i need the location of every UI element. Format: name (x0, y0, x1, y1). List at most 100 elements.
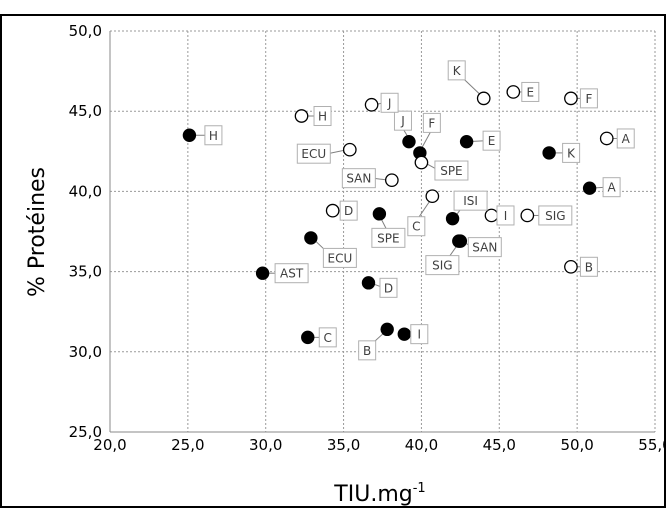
data-label-box (274, 263, 309, 284)
data-label-box (318, 327, 337, 348)
data-label-text: SPE (377, 231, 399, 245)
data-label-ecu: ECU (296, 143, 331, 164)
data-label-text: ECU (327, 251, 352, 265)
data-label-box (521, 81, 540, 102)
data-label-box (204, 125, 223, 146)
point-open-c (425, 189, 440, 204)
point-filled-ecu (304, 231, 318, 245)
data-label-box (296, 143, 331, 164)
x-tick-label: 25,0 (171, 436, 204, 454)
x-tick-label: 30,0 (249, 436, 282, 454)
data-label-box (453, 190, 488, 211)
data-label-text: E (527, 85, 535, 99)
data-label-text: A (622, 132, 631, 146)
data-label-text: E (488, 134, 496, 148)
data-label-text: J (400, 114, 405, 128)
point-open-e (506, 85, 521, 99)
data-label-box (341, 168, 376, 189)
data-label-j: J (380, 92, 399, 113)
data-label-text: SIG (432, 259, 452, 273)
data-label-b: B (358, 340, 377, 361)
data-label-box (434, 160, 469, 181)
x-axis-label-main: TIU.mg (333, 482, 412, 507)
data-label-i: I (410, 324, 429, 345)
data-label-k: K (447, 60, 466, 81)
data-label-text: SPE (440, 164, 462, 178)
point-filled-spe (372, 207, 387, 221)
data-label-text: K (453, 64, 462, 78)
data-label-text: I (418, 328, 422, 342)
data-label-text: C (412, 220, 420, 234)
y-tick-label: 30,0 (69, 343, 102, 361)
point-filled-c (301, 330, 315, 345)
y-tick-label: 50,0 (69, 22, 102, 40)
data-label-box (410, 324, 429, 345)
data-label-box (616, 128, 635, 149)
data-label-b: B (579, 256, 598, 277)
y-tick-labels: 25,0 30,0 35,0 40,0 45,0 50,0 (69, 22, 102, 441)
data-label-box (467, 237, 502, 258)
data-label-text: D (384, 281, 393, 295)
data-label-text: J (387, 96, 392, 110)
x-tick-labels: 20,0 25,0 30,0 35,0 40,0 45,0 50,0 55,0 (93, 436, 666, 454)
x-tick-label: 55,0 (638, 436, 666, 454)
data-label-box (407, 216, 426, 237)
point-filled-b (380, 322, 394, 337)
data-label-box (379, 277, 398, 298)
data-label-box (425, 255, 460, 276)
data-label-box (579, 88, 598, 109)
data-label-text: SAN (346, 172, 371, 186)
point-open-spe (414, 155, 429, 170)
data-label-text: F (585, 92, 592, 106)
point-filled-e (459, 134, 474, 149)
data-label-box (380, 92, 399, 113)
data-label-text: SAN (472, 241, 497, 255)
point-filled-k (542, 146, 556, 160)
data-label-text: B (585, 260, 593, 274)
data-label-box (482, 130, 501, 151)
data-label-c: C (407, 216, 426, 237)
x-tick-label: 50,0 (560, 436, 593, 454)
point-filled-j (402, 134, 416, 149)
data-label-f: F (579, 88, 598, 109)
data-label-spe: SPE (434, 160, 469, 181)
point-open-ecu (342, 142, 357, 157)
data-label-box (496, 205, 515, 226)
y-axis-label: % Protéines (25, 167, 50, 297)
data-label-san: SAN (341, 168, 376, 189)
point-open-d (325, 203, 340, 218)
data-label-e: E (482, 130, 501, 151)
point-open-sig (520, 208, 535, 223)
label-leader (421, 130, 432, 148)
point-filled-isi (445, 211, 460, 226)
point-filled-d (361, 276, 376, 290)
data-label-h: H (313, 106, 332, 127)
data-label-text: B (363, 344, 371, 358)
data-label-box (447, 60, 466, 81)
data-label-ast: AST (274, 263, 309, 284)
data-label-h: H (204, 125, 223, 146)
data-label-j: J (393, 110, 412, 131)
x-axis-label-sup: -1 (413, 481, 426, 496)
point-open-san (384, 173, 399, 188)
point-filled-ast (255, 266, 270, 280)
y-tick-label: 40,0 (69, 182, 102, 200)
point-filled-i (397, 327, 411, 341)
point-open-b (564, 259, 578, 274)
data-label-text: C (324, 331, 332, 345)
x-tick-label: 40,0 (405, 436, 438, 454)
data-label-box (358, 340, 377, 361)
x-tick-label: 20,0 (93, 436, 126, 454)
x-axis-label: TIU.mg-1 (333, 481, 425, 507)
data-label-text: A (607, 181, 616, 195)
data-label-ecu: ECU (322, 247, 357, 268)
data-label-box (393, 110, 412, 131)
point-filled-sig (453, 234, 468, 248)
point-open-i (484, 208, 499, 223)
data-label-k: K (562, 142, 581, 163)
data-label-box (538, 205, 573, 226)
label-leader (381, 219, 388, 230)
data-label-a: A (602, 177, 621, 198)
data-label-c: C (318, 327, 337, 348)
data-label-i: I (496, 205, 515, 226)
